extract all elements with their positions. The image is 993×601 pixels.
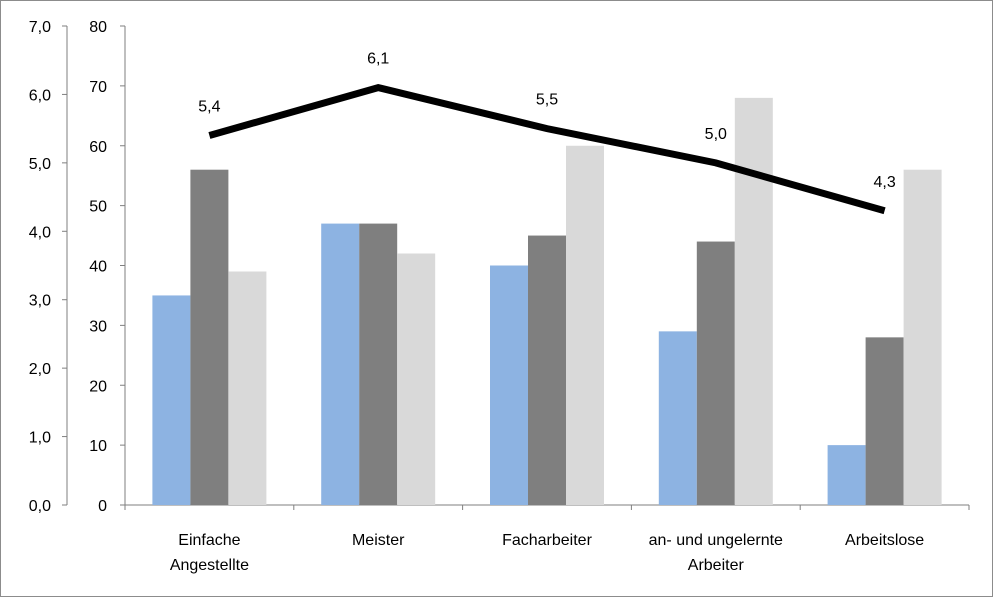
line-series bbox=[208, 83, 886, 215]
bar-series-3 bbox=[566, 145, 604, 505]
line-data-label: 6,1 bbox=[367, 51, 389, 68]
line-data-label: 5,4 bbox=[198, 98, 220, 115]
bar-series-1 bbox=[321, 223, 360, 505]
right-axis-tick-label: 50 bbox=[89, 199, 107, 216]
bar-series-3 bbox=[228, 271, 267, 505]
bars bbox=[152, 97, 942, 506]
left-axis-tick-label: 3,0 bbox=[29, 293, 51, 310]
bar-series-1 bbox=[658, 331, 697, 505]
bar-series-3 bbox=[397, 253, 436, 505]
labels: 0,0 1,0 2,0 3,0 4,0 5,0 6,0 7,0 0 10 20 30 40 50 60 70 8… bbox=[29, 19, 925, 574]
right-axis-tick-label: 20 bbox=[89, 378, 107, 395]
category-label: Angestellte bbox=[170, 557, 249, 574]
bar-series-3 bbox=[734, 97, 773, 505]
bar-series-1 bbox=[490, 265, 528, 505]
bar-series-2 bbox=[865, 337, 904, 505]
line-data-label: 5,0 bbox=[705, 126, 727, 143]
line-series-path bbox=[208, 83, 886, 215]
line-data-label: 5,5 bbox=[536, 92, 558, 109]
left-axis-tick-label: 7,0 bbox=[29, 19, 51, 36]
bar-series-2 bbox=[528, 235, 566, 505]
left-axis-tick-label: 1,0 bbox=[29, 430, 51, 447]
bar-series-3 bbox=[903, 169, 942, 505]
category-label: Einfache bbox=[178, 532, 240, 549]
left-axis-tick-label: 6,0 bbox=[29, 87, 51, 104]
right-axis-tick-label: 80 bbox=[89, 19, 107, 36]
right-axis-tick-label: 40 bbox=[89, 259, 107, 276]
category-label: Arbeitslose bbox=[845, 532, 924, 549]
bar-series-2 bbox=[359, 223, 398, 505]
category-label: Meister bbox=[352, 532, 405, 549]
left-axis-tick-label: 2,0 bbox=[29, 361, 51, 378]
left-axis-tick-label: 4,0 bbox=[29, 224, 51, 241]
bar-series-2 bbox=[190, 169, 229, 505]
right-axis-tick-label: 70 bbox=[89, 79, 107, 96]
category-label: an- und ungelernte bbox=[649, 532, 783, 549]
bar-series-1 bbox=[152, 295, 191, 505]
right-axis-tick-label: 60 bbox=[89, 139, 107, 156]
category-label: Facharbeiter bbox=[502, 532, 592, 549]
category-label: Arbeiter bbox=[688, 557, 745, 574]
bar-series-1 bbox=[827, 445, 866, 505]
left-axis-tick-label: 0,0 bbox=[29, 498, 51, 515]
right-axis-tick-label: 10 bbox=[89, 438, 107, 455]
left-axis-tick-label: 5,0 bbox=[29, 156, 51, 173]
line-data-label: 4,3 bbox=[873, 174, 895, 191]
bar-series-2 bbox=[696, 241, 735, 506]
right-axis-tick-label: 30 bbox=[89, 318, 107, 335]
right-axis-tick-label: 0 bbox=[98, 498, 107, 515]
